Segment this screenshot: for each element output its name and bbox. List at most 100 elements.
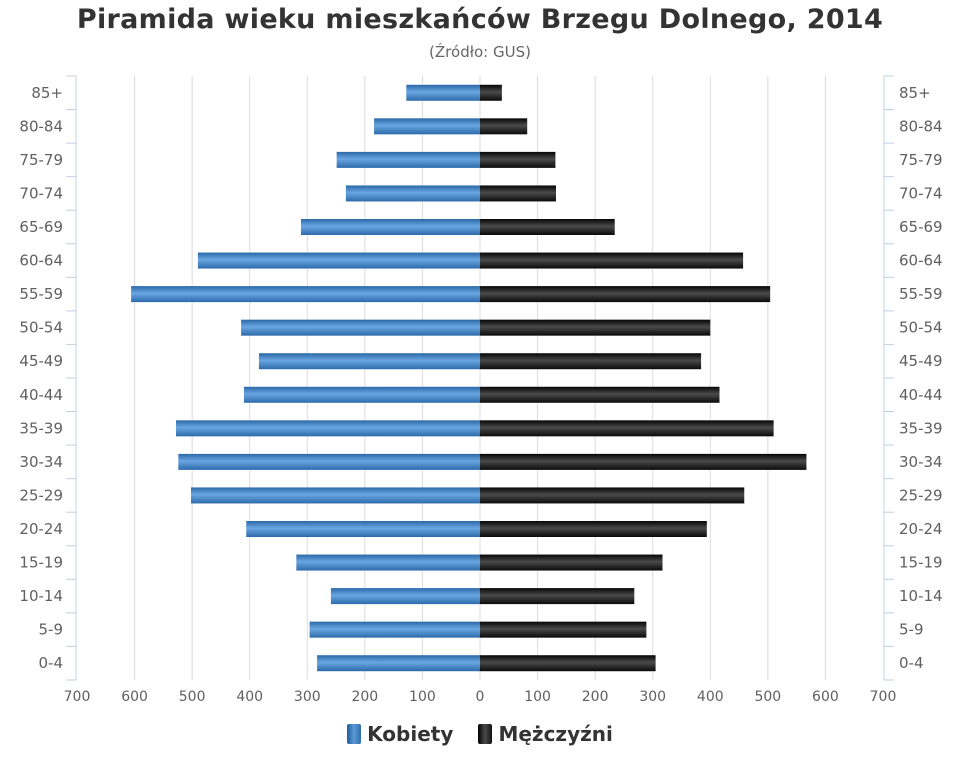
category-label-left: 25-29 [19,486,63,504]
x-tick-label: 200 [582,689,609,705]
bar-kobiety[interactable] [296,554,480,571]
bar-kobiety[interactable] [176,420,480,437]
x-tick-label: 400 [236,689,263,705]
category-label-left: 45-49 [19,352,63,370]
legend-swatch-kobiety [347,724,362,744]
bar-mezczyzni[interactable] [480,219,615,235]
gridlines [134,76,826,680]
bar-mezczyzni[interactable] [480,453,807,470]
x-tick-label: 600 [121,689,148,705]
x-tick-label: 0 [476,689,485,705]
bar-kobiety[interactable] [178,453,480,470]
bar-mezczyzni[interactable] [480,185,556,202]
bar-kobiety[interactable] [309,621,480,638]
x-tick-label: 300 [639,689,666,705]
x-tick-label: 200 [351,689,378,705]
category-label-left: 10-14 [19,587,63,605]
bar-mezczyzni[interactable] [480,420,774,437]
category-label-right: 70-74 [899,184,943,202]
category-label-right: 55-59 [899,285,943,303]
category-label-right: 0-4 [899,654,924,672]
legend-item-mezczyzni[interactable]: Mężczyźni [478,722,613,746]
bars [131,84,807,672]
category-label-right: 5-9 [899,621,924,639]
bar-kobiety[interactable] [246,521,480,537]
category-label-right: 30-34 [899,453,943,471]
category-label-left: 50-54 [19,319,63,337]
bar-kobiety[interactable] [336,151,480,168]
category-label-right: 10-14 [899,587,943,605]
legend-item-kobiety[interactable]: Kobiety [347,722,453,746]
category-label-left: 0-4 [39,654,64,672]
x-tick-label: 300 [294,689,321,705]
bar-kobiety[interactable] [345,185,480,202]
bar-mezczyzni[interactable] [480,286,771,303]
bar-mezczyzni[interactable] [480,319,711,336]
bar-mezczyzni[interactable] [480,588,635,605]
category-label-left: 40-44 [19,386,63,404]
category-label-right: 40-44 [899,386,943,404]
category-label-right: 35-39 [899,419,943,437]
x-tick-label: 700 [870,689,897,705]
x-tick-label: 100 [524,689,551,705]
category-label-left: 55-59 [19,285,63,303]
bar-mezczyzni[interactable] [480,118,528,135]
bar-mezczyzni[interactable] [480,84,502,101]
x-tick-label: 500 [179,689,206,705]
category-label-left: 35-39 [19,419,63,437]
legend-swatch-mezczyzni [478,724,493,744]
bar-mezczyzni[interactable] [480,655,656,672]
category-label-left: 5-9 [39,621,64,639]
bar-kobiety[interactable] [131,286,481,303]
legend-label-kobiety: Kobiety [367,722,454,746]
bar-mezczyzni[interactable] [480,521,707,537]
x-tick-label: 600 [812,689,839,705]
category-label-left: 60-64 [19,252,63,270]
legend-label-mezczyzni: Mężczyźni [498,722,613,746]
category-label-left: 80-84 [19,117,63,135]
category-label-left: 85+ [31,84,63,102]
chart-title: Piramida wieku mieszkańców Brzegu Dolneg… [76,4,884,35]
category-label-right: 80-84 [899,117,943,135]
chart-subtitle: (Źródło: GUS) [429,43,531,61]
bar-kobiety[interactable] [406,84,480,101]
category-label-left: 70-74 [19,184,63,202]
bar-mezczyzni[interactable] [480,252,744,269]
category-label-left: 30-34 [19,453,63,471]
category-label-right: 15-19 [899,554,943,572]
bar-kobiety[interactable] [243,386,480,403]
bar-kobiety[interactable] [330,588,480,605]
bar-kobiety[interactable] [300,219,480,235]
category-label-right: 65-69 [899,218,943,236]
bar-kobiety[interactable] [190,487,480,504]
bar-kobiety[interactable] [241,319,480,336]
category-label-right: 20-24 [899,520,943,538]
x-tick-label: 700 [64,689,91,705]
bar-kobiety[interactable] [317,655,480,672]
population-pyramid-chart: 700 600 500 400 300 200 100 0 100 200 300 400 500 600… [19,75,943,705]
category-label-right: 45-49 [899,352,943,370]
bar-mezczyzni[interactable] [480,386,720,403]
axes: 700 600 500 400 300 200 100 0 100 200 300 400 500 600… [64,75,897,705]
category-label-right: 75-79 [899,151,943,169]
legend: Kobiety Mężczyźni [0,722,960,748]
bar-kobiety[interactable] [374,118,480,135]
category-label-right: 50-54 [899,319,943,337]
bar-kobiety[interactable] [197,252,480,269]
bar-mezczyzni[interactable] [480,353,702,370]
category-label-left: 65-69 [19,218,63,236]
bar-mezczyzni[interactable] [480,554,663,571]
bar-mezczyzni[interactable] [480,151,556,168]
category-labels: 0-4 0-4 5-9 5-9 10-14 10-14 15-19 15-19 20-24 20-… [19,84,942,672]
category-label-right: 60-64 [899,252,943,270]
x-tick-label: 400 [697,689,724,705]
category-label-left: 20-24 [19,520,63,538]
x-tick-label: 100 [409,689,436,705]
category-label-right: 85+ [899,84,931,102]
category-label-right: 25-29 [899,486,943,504]
bar-kobiety[interactable] [258,353,480,370]
bar-mezczyzni[interactable] [480,621,647,638]
x-tick-label: 500 [754,689,781,705]
bar-mezczyzni[interactable] [480,487,745,504]
category-label-left: 75-79 [19,151,63,169]
